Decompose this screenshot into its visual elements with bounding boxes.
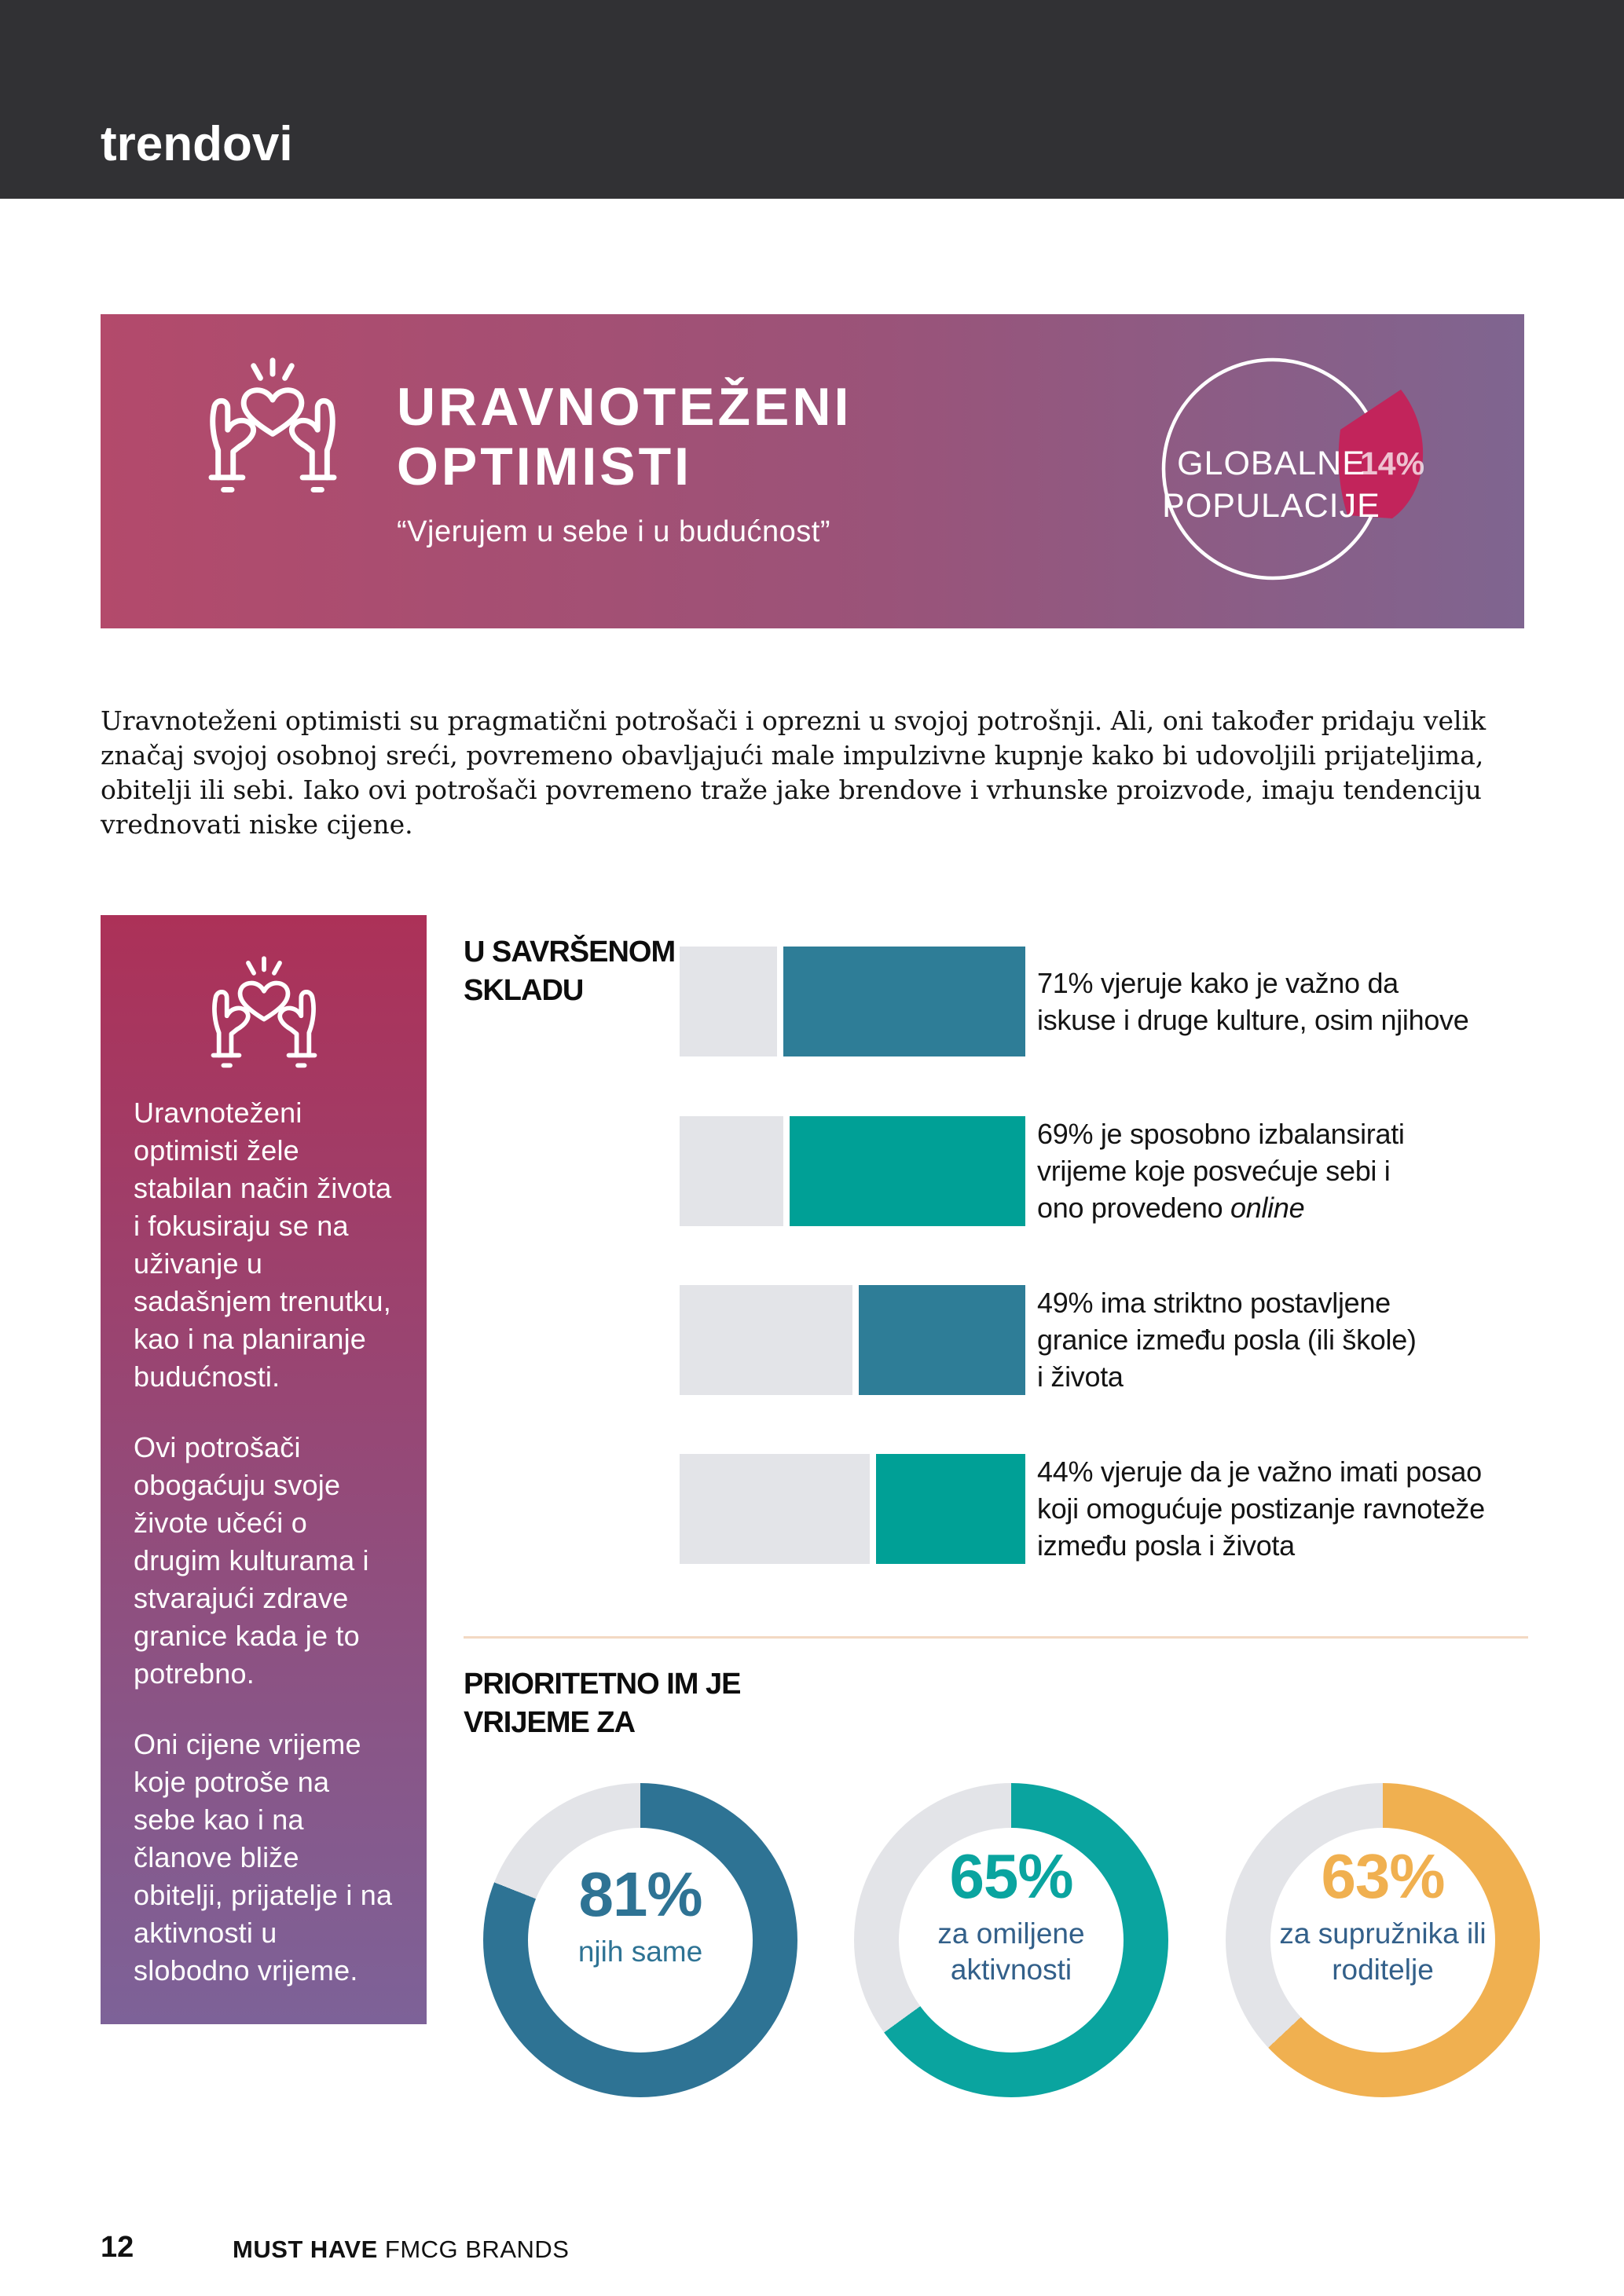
sidebar-paragraph: Oni cijene vrijeme koje potroše na sebe … — [134, 1728, 393, 1987]
footer-brand: MUST HAVE FMCG BRANDS — [233, 2236, 569, 2264]
bar-row: 44% vjeruje da je važno imati posao koji … — [680, 1453, 1611, 1564]
intro-paragraph: Uravnoteženi optimisti su pragmatični po… — [101, 705, 1487, 840]
hands-holding-heart-icon — [211, 956, 317, 1068]
bar-value-segment — [790, 1115, 1025, 1226]
badge-14pct-wedge — [1338, 390, 1424, 518]
heading-line2: VRIJEME ZA — [464, 1706, 636, 1739]
bar-row: 71% vjeruje kako je važno da iskuse i dru… — [680, 947, 1611, 1056]
bar-remainder-segment — [680, 1453, 871, 1564]
bar-caption: 69% je sposobno izbalansirati vrijeme koj… — [1037, 1118, 1405, 1224]
bar-remainder-segment — [680, 947, 777, 1056]
section-heading-priority: PRIORITETNO IM JE VRIJEME ZA — [464, 1665, 741, 1742]
section-heading-balance: U SAVRŠENOM SKLADU — [464, 933, 676, 1010]
bar-track — [680, 1453, 1025, 1564]
bar-track — [680, 1284, 1025, 1395]
persona-title-line1: URAVNOTEŽENI — [397, 377, 852, 437]
page-number: 12 — [101, 2231, 134, 2264]
persona-title-line2: OPTIMISTI — [397, 437, 692, 496]
bar-value-segment — [876, 1453, 1025, 1564]
sidebar-description: Uravnoteženi optimisti žele stabilan nač… — [101, 1074, 427, 1990]
sidebar-paragraph: Ovi potrošači obogaćuju svoje živote uče… — [134, 1431, 369, 1690]
hero-banner: URAVNOTEŽENI OPTIMISTI “Vjerujem u sebe … — [101, 314, 1524, 628]
persona-sidebar: Uravnoteženi optimisti žele stabilan nač… — [101, 915, 427, 2024]
bar-caption: 49% ima striktno postavljene granice izme… — [1037, 1287, 1417, 1393]
donut-percent: 65% — [949, 1841, 1073, 1911]
badge-text-line1: GLOBALNE — [1177, 445, 1366, 482]
sidebar-paragraph: Uravnoteženi optimisti žele stabilan nač… — [134, 1097, 392, 1393]
badge-percent-value: 14% — [1360, 445, 1424, 482]
bar-value-segment — [783, 947, 1025, 1056]
section-divider — [464, 1636, 1528, 1639]
footer-brand-rest: FMCG BRANDS — [377, 2236, 570, 2263]
bar-track — [680, 1115, 1025, 1226]
donut-percent: 81% — [578, 1859, 702, 1929]
bar-track — [680, 947, 1025, 1056]
donut-chart: 63% za supružnika ili roditelje — [1226, 1783, 1540, 2097]
donut-caption: njih same — [577, 1935, 703, 1968]
donut-label-group: 65% za omiljene aktivnosti — [854, 1783, 1168, 2097]
donut-caption: za supružnika ili roditelje — [1279, 1917, 1487, 1986]
donut-percent: 63% — [1321, 1841, 1445, 1911]
global-population-badge: GLOBALNE POPULACIJE 14% — [1161, 357, 1424, 580]
heading-line2: SKLADU — [464, 974, 584, 1007]
donut-chart: 81% njih same — [483, 1783, 797, 2097]
heading-line1: U SAVRŠENOM — [464, 936, 676, 969]
bar-remainder-segment — [680, 1115, 784, 1226]
donut-label-group: 81% njih same — [483, 1783, 797, 2097]
bar-caption: 71% vjeruje kako je važno da iskuse i dru… — [1037, 967, 1469, 1036]
bar-value-segment — [859, 1284, 1025, 1395]
bar-row: 49% ima striktno postavljene granice izme… — [680, 1284, 1611, 1395]
bar-caption: 44% vjeruje da je važno imati posao koji … — [1037, 1456, 1485, 1562]
persona-title: URAVNOTEŽENI OPTIMISTI — [397, 377, 852, 496]
bar-remainder-segment — [680, 1284, 853, 1395]
donut-caption: za omiljene aktivnosti — [937, 1917, 1085, 1986]
top-black-band: trendovi — [0, 0, 1624, 199]
page-section-title: trendovi — [101, 117, 293, 171]
persona-quote: “Vjerujem u sebe i u budućnost” — [397, 515, 831, 548]
donut-chart: 65% za omiljene aktivnosti — [854, 1783, 1168, 2097]
hands-holding-heart-icon — [208, 357, 337, 493]
badge-text-line2: POPULACIJE — [1162, 487, 1380, 525]
footer-brand-bold: MUST HAVE — [233, 2236, 378, 2263]
heading-line1: PRIORITETNO IM JE — [464, 1668, 741, 1701]
donut-label-group: 63% za supružnika ili roditelje — [1226, 1783, 1540, 2097]
bar-row: 69% je sposobno izbalansirati vrijeme koj… — [680, 1115, 1611, 1226]
